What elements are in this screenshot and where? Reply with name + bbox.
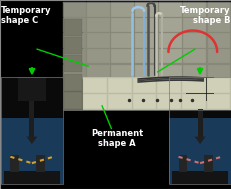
Bar: [82, 77, 230, 110]
Bar: [135, 64, 157, 79]
Bar: [169, 77, 230, 184]
Bar: [206, 94, 229, 109]
Bar: [183, 18, 205, 32]
Bar: [111, 33, 134, 48]
Bar: [1, 77, 62, 118]
Bar: [107, 94, 131, 109]
Bar: [159, 18, 181, 32]
Bar: [207, 49, 229, 63]
Bar: [197, 101, 202, 137]
Bar: [87, 2, 109, 17]
Bar: [63, 33, 86, 48]
Bar: [204, 155, 212, 172]
Bar: [107, 78, 131, 93]
Bar: [111, 18, 134, 32]
Bar: [207, 33, 229, 48]
Bar: [62, 18, 82, 110]
Bar: [157, 78, 180, 93]
Bar: [64, 55, 82, 72]
Polygon shape: [194, 137, 205, 144]
Bar: [207, 64, 229, 79]
Bar: [62, 2, 230, 110]
Bar: [183, 49, 205, 63]
Bar: [1, 77, 62, 184]
Bar: [36, 155, 45, 172]
Bar: [207, 18, 229, 32]
Bar: [87, 18, 109, 32]
Bar: [87, 64, 109, 79]
Bar: [4, 172, 60, 182]
Bar: [171, 172, 227, 182]
Bar: [157, 94, 180, 109]
Bar: [207, 2, 229, 17]
Bar: [132, 94, 156, 109]
Bar: [63, 64, 86, 79]
Bar: [63, 49, 86, 63]
Bar: [10, 155, 19, 172]
Bar: [83, 78, 106, 93]
Bar: [135, 2, 157, 17]
Bar: [183, 33, 205, 48]
Bar: [169, 118, 230, 184]
Bar: [159, 2, 181, 17]
Bar: [183, 64, 205, 79]
Bar: [63, 18, 86, 32]
Bar: [159, 64, 181, 79]
Bar: [132, 78, 156, 93]
Bar: [206, 78, 229, 93]
Bar: [87, 49, 109, 63]
Bar: [111, 64, 134, 79]
Bar: [135, 49, 157, 63]
Text: Temporary
shape B: Temporary shape B: [179, 6, 230, 25]
Bar: [169, 77, 230, 118]
Bar: [64, 37, 82, 54]
Bar: [4, 171, 59, 184]
Bar: [29, 101, 34, 137]
Bar: [83, 94, 106, 109]
Bar: [1, 118, 62, 184]
Bar: [111, 49, 134, 63]
Polygon shape: [26, 137, 37, 144]
Bar: [181, 78, 205, 93]
Bar: [183, 2, 205, 17]
Bar: [181, 94, 205, 109]
Bar: [87, 33, 109, 48]
Bar: [18, 77, 46, 101]
Bar: [178, 155, 186, 172]
Bar: [172, 171, 227, 184]
Bar: [159, 49, 181, 63]
Bar: [62, 2, 230, 110]
Bar: [159, 33, 181, 48]
Bar: [185, 77, 213, 101]
Text: Permanent
shape A: Permanent shape A: [91, 129, 143, 148]
Bar: [111, 2, 134, 17]
Bar: [64, 74, 82, 91]
Bar: [64, 92, 82, 109]
Text: Temporary
shape C: Temporary shape C: [1, 6, 52, 25]
Bar: [63, 2, 86, 17]
Bar: [64, 19, 82, 36]
Bar: [135, 18, 157, 32]
Bar: [135, 33, 157, 48]
